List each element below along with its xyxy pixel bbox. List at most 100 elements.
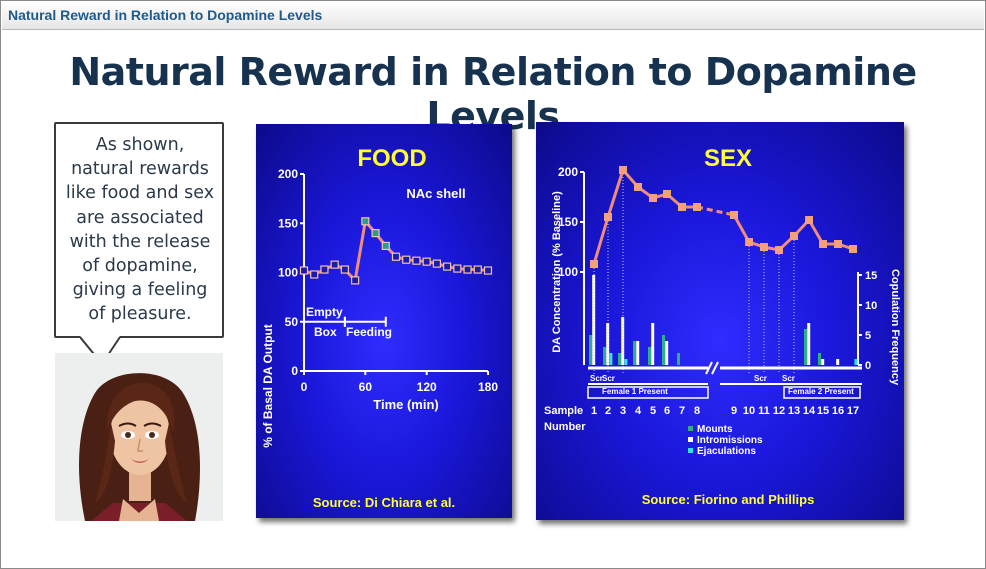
sample-number: 13 [788,405,800,417]
food-data-point [299,266,309,275]
food-chart: FOOD NAc shell % of Basal DA Output Time… [261,145,498,510]
sex-y2-ticks: 0 5 10 15 [858,270,877,372]
sex-bar-intromissions [821,359,825,365]
sex-data-point [619,166,627,174]
sex-bars [589,275,858,365]
food-series [299,217,493,285]
female1-box [587,386,709,399]
food-y-tick-label: 50 [285,315,299,329]
sex-data-point [775,246,783,254]
screen-label: Scr [754,374,767,383]
food-x-ticks: 0 60 120 180 [301,371,498,394]
avatar [55,353,223,521]
sample-number: 8 [694,405,700,417]
food-data-point [483,266,493,275]
sex-sample-numbers: 1 2 3 4 5 6 7 8 9 10 11 12 13 14 15 16 17 [591,405,859,417]
food-phase-markers: Empty Box Feeding [303,305,392,339]
sample-number: 14 [803,405,816,417]
screen-label: Scr [590,374,603,383]
sex-y2-tick-label: 5 [865,330,871,342]
sex-bar-mounts [618,353,621,365]
title-bar: Natural Reward in Relation to Dopamine L… [2,2,984,30]
food-source: Source: Di Chiara et al. [313,495,455,510]
sex-series [590,166,857,268]
sex-bar-intromissions [636,341,640,365]
sex-y2-axis-label: Copulation Frequency [889,269,901,386]
number-label: Number [544,421,586,433]
sex-y-ticks: 100 150 200 [558,165,584,279]
sex-bar-mounts [603,347,606,365]
axis-break-icon [705,361,719,375]
sample-number: 16 [832,405,844,417]
sex-y-tick-label: 200 [558,165,578,179]
legend-label: Ejaculations [697,446,756,457]
food-data-point [453,264,462,273]
sex-data-point [834,240,842,248]
sex-data-point [849,245,857,253]
window-title: Natural Reward in Relation to Dopamine L… [8,7,323,23]
sex-axes [583,172,859,365]
sex-data-point [745,238,753,246]
sample-number: 9 [731,405,737,417]
sex-bar-ejaculations [609,353,613,365]
food-chart-panel: FOOD NAc shell % of Basal DA Output Time… [256,124,512,518]
sample-number: 5 [650,405,656,417]
screen-label: Scr [782,374,795,383]
sex-guide-lines [593,174,795,374]
sex-data-point [634,183,642,191]
phase-box-label: Box [314,325,337,339]
legend-swatch [688,426,693,431]
sex-data-point [590,260,598,268]
sex-bar-mounts [589,335,592,365]
speech-bubble: As shown, natural rewards like food and … [54,122,224,338]
sample-number: 15 [817,405,829,417]
sex-bar-ejaculations [854,359,858,365]
food-data-point [351,276,360,285]
food-annotation: NAc shell [406,186,465,201]
sex-data-point [805,216,813,224]
sex-y-axis-label: DA Concentration (% Baseline) [551,191,563,353]
screen-label: Scr [602,374,615,383]
sex-y-tick-label: 150 [558,215,578,229]
food-x-axis-label: Time (min) [373,397,439,412]
food-data-point [371,228,380,238]
food-data-point [361,217,370,226]
food-x-tick-label: 60 [359,380,373,394]
sex-bar-intromissions [836,359,840,365]
sex-source: Source: Fiorino and Phillips [642,492,815,507]
food-data-point [412,256,421,265]
sex-chart-panel: SEX DA Concentration (% Baseline) Copula… [536,122,904,520]
food-data-point [473,265,482,274]
sample-number: 17 [847,405,859,417]
sex-y-tick-label: 100 [558,265,578,279]
food-y-tick-label: 200 [278,167,298,181]
sex-bar-ejaculations [624,359,628,365]
legend-swatch [688,448,693,453]
food-x-tick-label: 120 [417,380,437,394]
food-data-point [330,260,339,269]
sex-y2-tick-label: 10 [865,300,877,312]
sex-bar-mounts [818,353,821,365]
sample-number: 1 [591,405,597,417]
sample-number: 3 [620,405,626,417]
sex-data-point [730,211,738,219]
female2-box [783,386,861,399]
food-x-tick-label: 180 [478,380,498,394]
sex-bar-intromissions [665,341,669,365]
sex-data-point [693,203,701,211]
food-data-point [443,262,452,271]
sample-number: 11 [758,405,770,417]
food-x-tick-label: 0 [301,380,308,394]
food-data-point [310,270,319,279]
food-y-ticks: 0 50 100 150 200 [278,167,304,378]
food-data-point [381,241,390,251]
food-y-axis-label: % of Basal DA Output [261,324,275,448]
sex-screen-labels: Scr Scr Scr Scr [590,374,795,383]
sample-number: 12 [773,405,785,417]
sex-bar-mounts [662,335,665,365]
legend-label: Intromissions [697,435,763,446]
legend-label: Mounts [697,424,733,435]
female1-label: Female 1 Present [602,387,668,396]
sample-number: 10 [743,405,755,417]
